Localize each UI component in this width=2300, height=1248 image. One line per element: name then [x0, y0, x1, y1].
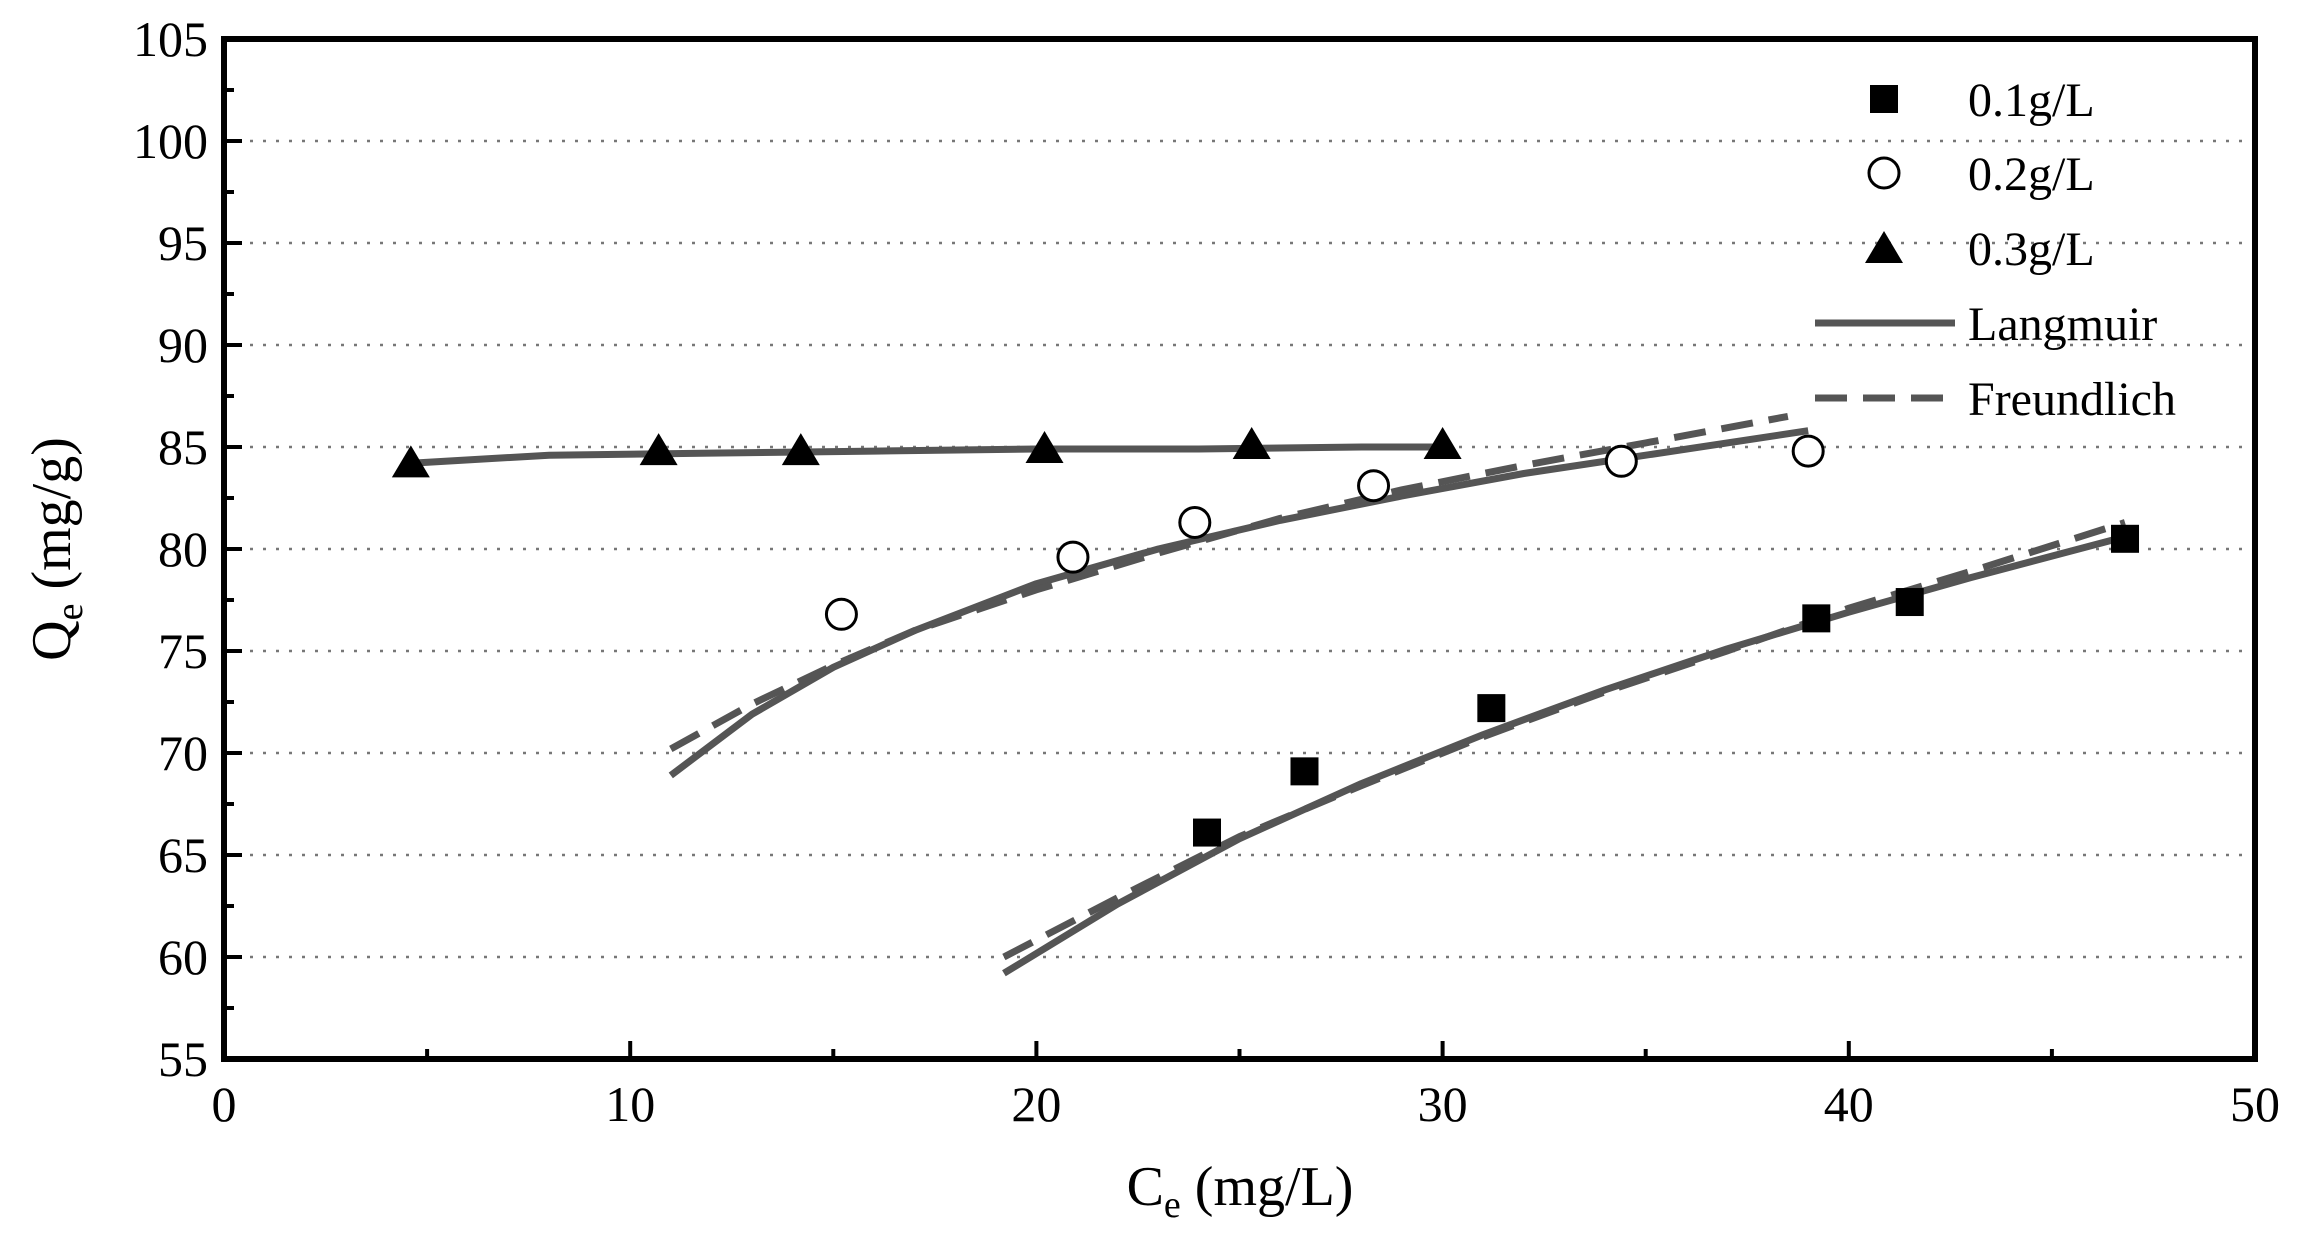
- y-tick-label-60: 60: [158, 929, 208, 985]
- y-axis-title: Qe (mg/g): [21, 437, 91, 661]
- x-tick-label-20: 20: [1011, 1076, 1061, 1132]
- x-tick-label-30: 30: [1418, 1076, 1468, 1132]
- point-0-2g-l: [1056, 540, 1090, 574]
- x-tick-label-40: 40: [1824, 1076, 1874, 1132]
- axis-ticks: [222, 37, 2257, 1061]
- point-0-1g-l: [1477, 694, 1506, 723]
- point-0-1g-l: [2111, 524, 2140, 553]
- point-0-2g-l: [1604, 444, 1638, 478]
- legend-marker-triangle: [1865, 231, 1903, 263]
- y-tick-label-95: 95: [158, 215, 208, 271]
- legend-label-freundlich: Freundlich: [1968, 373, 2176, 426]
- legend-label-0.2gL: 0.2g/L: [1968, 148, 2095, 201]
- point-0-2g-l: [1791, 434, 1825, 468]
- point-0-1g-l: [1290, 757, 1319, 786]
- y-tick-label-65: 65: [158, 827, 208, 883]
- legend-label-0.3gL: 0.3g/L: [1968, 223, 2095, 276]
- freundlich-fit-0-2g-l: [669, 412, 1789, 752]
- y-tick-label-105: 105: [133, 11, 208, 67]
- y-tick-label-80: 80: [158, 521, 208, 577]
- legend-marker-circle: [1867, 156, 1901, 190]
- point-0-1g-l: [1802, 604, 1831, 633]
- x-tick-label-0: 0: [212, 1076, 237, 1132]
- y-tick-label-70: 70: [158, 725, 208, 781]
- point-0-3g-l: [639, 433, 678, 466]
- tick-labels: 55 60 65 70 75 80 85 90 95 100 105 0 10 20 30 40 50: [133, 11, 2280, 1132]
- y-tick-label-100: 100: [133, 113, 208, 169]
- fit-curves: [410, 412, 2127, 977]
- legend-marker-square: [1870, 85, 1898, 113]
- legend-label-0.1gL: 0.1g/L: [1968, 74, 2095, 127]
- point-0-3g-l: [1025, 431, 1064, 464]
- x-axis-title: Ce (mg/L): [1127, 1156, 1354, 1226]
- legend: 0.1g/L 0.2g/L 0.3g/L Langmuir Freundlich: [1815, 74, 2176, 426]
- langmuir-fit-0-2g-l: [668, 427, 1809, 779]
- langmuir-fit-0-1g-l: [1002, 533, 2126, 977]
- point-0-2g-l: [1178, 505, 1212, 539]
- x-tick-label-50: 50: [2230, 1076, 2280, 1132]
- point-0-2g-l: [1357, 469, 1391, 503]
- freundlich-fit-0-1g-l: [1002, 519, 2127, 961]
- point-0-1g-l: [1895, 588, 1924, 617]
- point-0-3g-l: [1423, 426, 1462, 459]
- langmuir-fit-0-3g-l: [410, 443, 1443, 467]
- point-0-3g-l: [1232, 426, 1271, 459]
- y-tick-label-90: 90: [158, 317, 208, 373]
- x-tick-label-10: 10: [605, 1076, 655, 1132]
- legend-label-langmuir: Langmuir: [1968, 298, 2157, 351]
- y-tick-label-85: 85: [158, 419, 208, 475]
- y-tick-label-75: 75: [158, 623, 208, 679]
- y-tick-label-55: 55: [158, 1031, 208, 1087]
- point-0-2g-l: [824, 597, 858, 631]
- point-0-1g-l: [1193, 818, 1222, 847]
- point-0-3g-l: [391, 445, 430, 478]
- point-0-3g-l: [781, 433, 820, 466]
- data-points: [391, 426, 2140, 847]
